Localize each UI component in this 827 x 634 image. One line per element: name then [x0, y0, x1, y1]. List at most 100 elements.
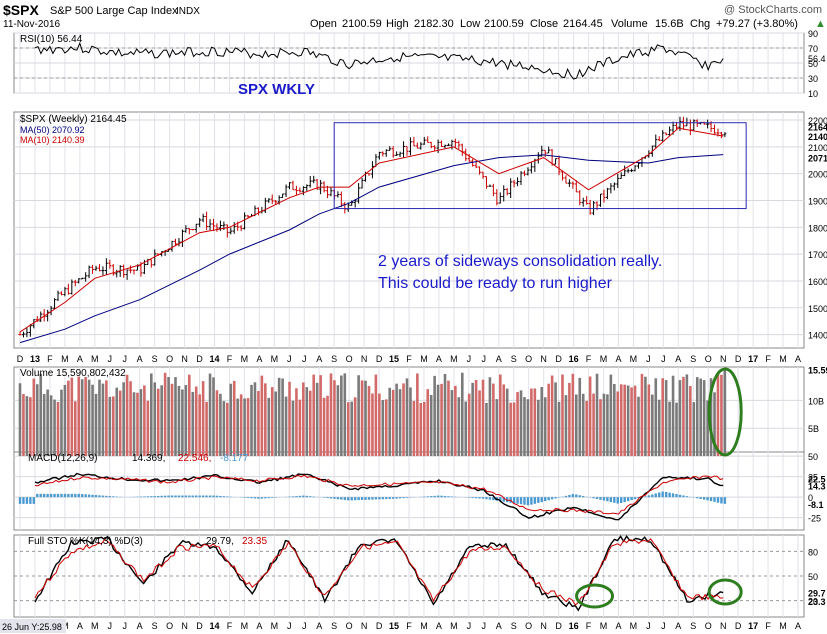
macd-histogram-bar — [163, 495, 167, 498]
macd-histogram-bar — [385, 497, 388, 500]
volume-bar — [464, 401, 468, 456]
macd-histogram-bar — [388, 497, 391, 499]
sto-low-circle-feb16 — [575, 583, 615, 609]
macd-histogram-bar — [67, 493, 70, 498]
macd-histogram-bar — [526, 497, 530, 506]
macd-histogram-bar — [25, 497, 29, 504]
price-x-tick-label: O — [525, 354, 532, 364]
volume-bar — [319, 375, 322, 456]
volume-bar — [105, 380, 108, 456]
sto-x-tick-label: M — [91, 621, 99, 631]
volume-bar — [260, 375, 264, 456]
macd-histogram-bar — [322, 497, 326, 498]
volume-bar — [212, 377, 215, 456]
macd-histogram-bar — [613, 497, 616, 503]
macd-histogram-bar — [70, 493, 74, 498]
macd-histogram-bar — [302, 495, 305, 498]
volume-bar — [509, 402, 512, 456]
annotation-note-line2: This could be ready to run higher — [378, 275, 613, 292]
volume-bar — [181, 389, 184, 456]
macd-histogram-bar — [391, 497, 395, 499]
macd-histogram-bar — [312, 496, 315, 498]
volume-bar — [498, 374, 502, 456]
ma10-legend: MA(10) 2140.39 — [20, 135, 85, 145]
volume-bar — [540, 386, 544, 456]
price-x-tick-label: M — [630, 354, 638, 364]
price-last-tag: 2164 — [808, 123, 827, 133]
volume-bar — [391, 389, 395, 456]
ma10-line — [19, 127, 724, 333]
macd-histogram-bar — [381, 497, 385, 500]
macd-histogram-bar — [288, 496, 291, 498]
price-x-tick-label: J — [108, 354, 113, 364]
macd-histogram-bar — [720, 497, 723, 504]
volume-bar — [671, 375, 675, 456]
volume-bar — [723, 369, 727, 456]
macd-histogram-bar — [80, 494, 84, 498]
volume-bar — [346, 402, 350, 456]
macd-histogram-bar — [253, 497, 257, 499]
price-tick-label: 1600 — [808, 277, 827, 287]
volume-bar — [329, 373, 333, 456]
volume-highlight-circle — [707, 367, 743, 457]
price-x-tick-label: M — [241, 354, 249, 364]
volume-bar — [478, 390, 481, 456]
macd-histogram-bar — [433, 495, 436, 498]
volume-bar — [302, 382, 305, 456]
sto-x-tick-label: O — [705, 621, 712, 631]
ohlc-header: Open 2100.59 High 2182.30 Low 2100.59 Cl… — [310, 18, 826, 30]
bottom-left-label: 26 Jun Y:25.98 — [2, 622, 62, 632]
sto-x-tick-label: O — [346, 621, 353, 631]
rsi-tick-label: 30 — [808, 74, 818, 84]
volume-bar — [270, 387, 274, 456]
macd-histogram-bar — [298, 495, 302, 498]
volume-bar — [492, 383, 495, 456]
volume-bar — [215, 390, 219, 456]
price-legend: $SPX (Weekly) 2164.45 — [20, 114, 127, 125]
macd-histogram-bar — [671, 493, 675, 498]
price-x-tick-label: M — [61, 354, 69, 364]
volume-bar — [457, 397, 461, 456]
volume-bar — [194, 386, 198, 456]
macd-histogram-bar — [696, 497, 699, 499]
macd-histogram-bar — [378, 497, 381, 500]
sto-x-tick-label: D — [555, 621, 562, 631]
rsi-line — [34, 41, 724, 80]
ma50-line — [19, 154, 724, 344]
macd-histogram-bar — [540, 497, 543, 503]
macd-histogram-bar — [443, 495, 447, 498]
macd-histogram-bar — [602, 497, 606, 501]
macd-tick-label: 25 — [808, 473, 818, 483]
price-x-tick-label: M — [91, 354, 99, 364]
volume-bar — [111, 396, 115, 456]
volume-bar — [80, 379, 84, 456]
sto-x-tick-label: O — [166, 621, 173, 631]
macd-histogram-bar — [523, 497, 526, 505]
volume-bar — [364, 380, 367, 456]
macd-histogram-bar — [271, 497, 274, 498]
price-x-tick-label: J — [646, 354, 651, 364]
macd-histogram-bar — [226, 496, 229, 498]
macd-histogram-bar — [212, 495, 215, 498]
price-x-tick-label: A — [256, 354, 262, 364]
macd-histogram-bar — [267, 497, 270, 499]
volume-bar — [298, 399, 302, 456]
macd-line — [34, 472, 724, 521]
price-tick-label: 1800 — [808, 223, 827, 233]
macd-histogram-bar — [243, 497, 246, 498]
macd-histogram-bar — [568, 494, 571, 498]
price-x-tick-label: F — [227, 354, 233, 364]
volume-bar — [585, 400, 588, 456]
sto-tick-label: 20 — [808, 597, 818, 607]
macd-histogram-bar — [146, 496, 150, 498]
macd-histogram-bar — [329, 497, 333, 499]
volume-bar — [291, 400, 295, 456]
macd-histogram-bar — [87, 494, 91, 498]
bottom-left-badge — [0, 619, 66, 633]
macd-histogram-bar — [56, 493, 60, 498]
volume-bar — [350, 401, 354, 456]
volume-bar — [167, 376, 170, 456]
macd-histogram-bar — [367, 497, 371, 500]
macd-histogram-bar — [84, 494, 87, 498]
volume-bar — [353, 397, 357, 456]
